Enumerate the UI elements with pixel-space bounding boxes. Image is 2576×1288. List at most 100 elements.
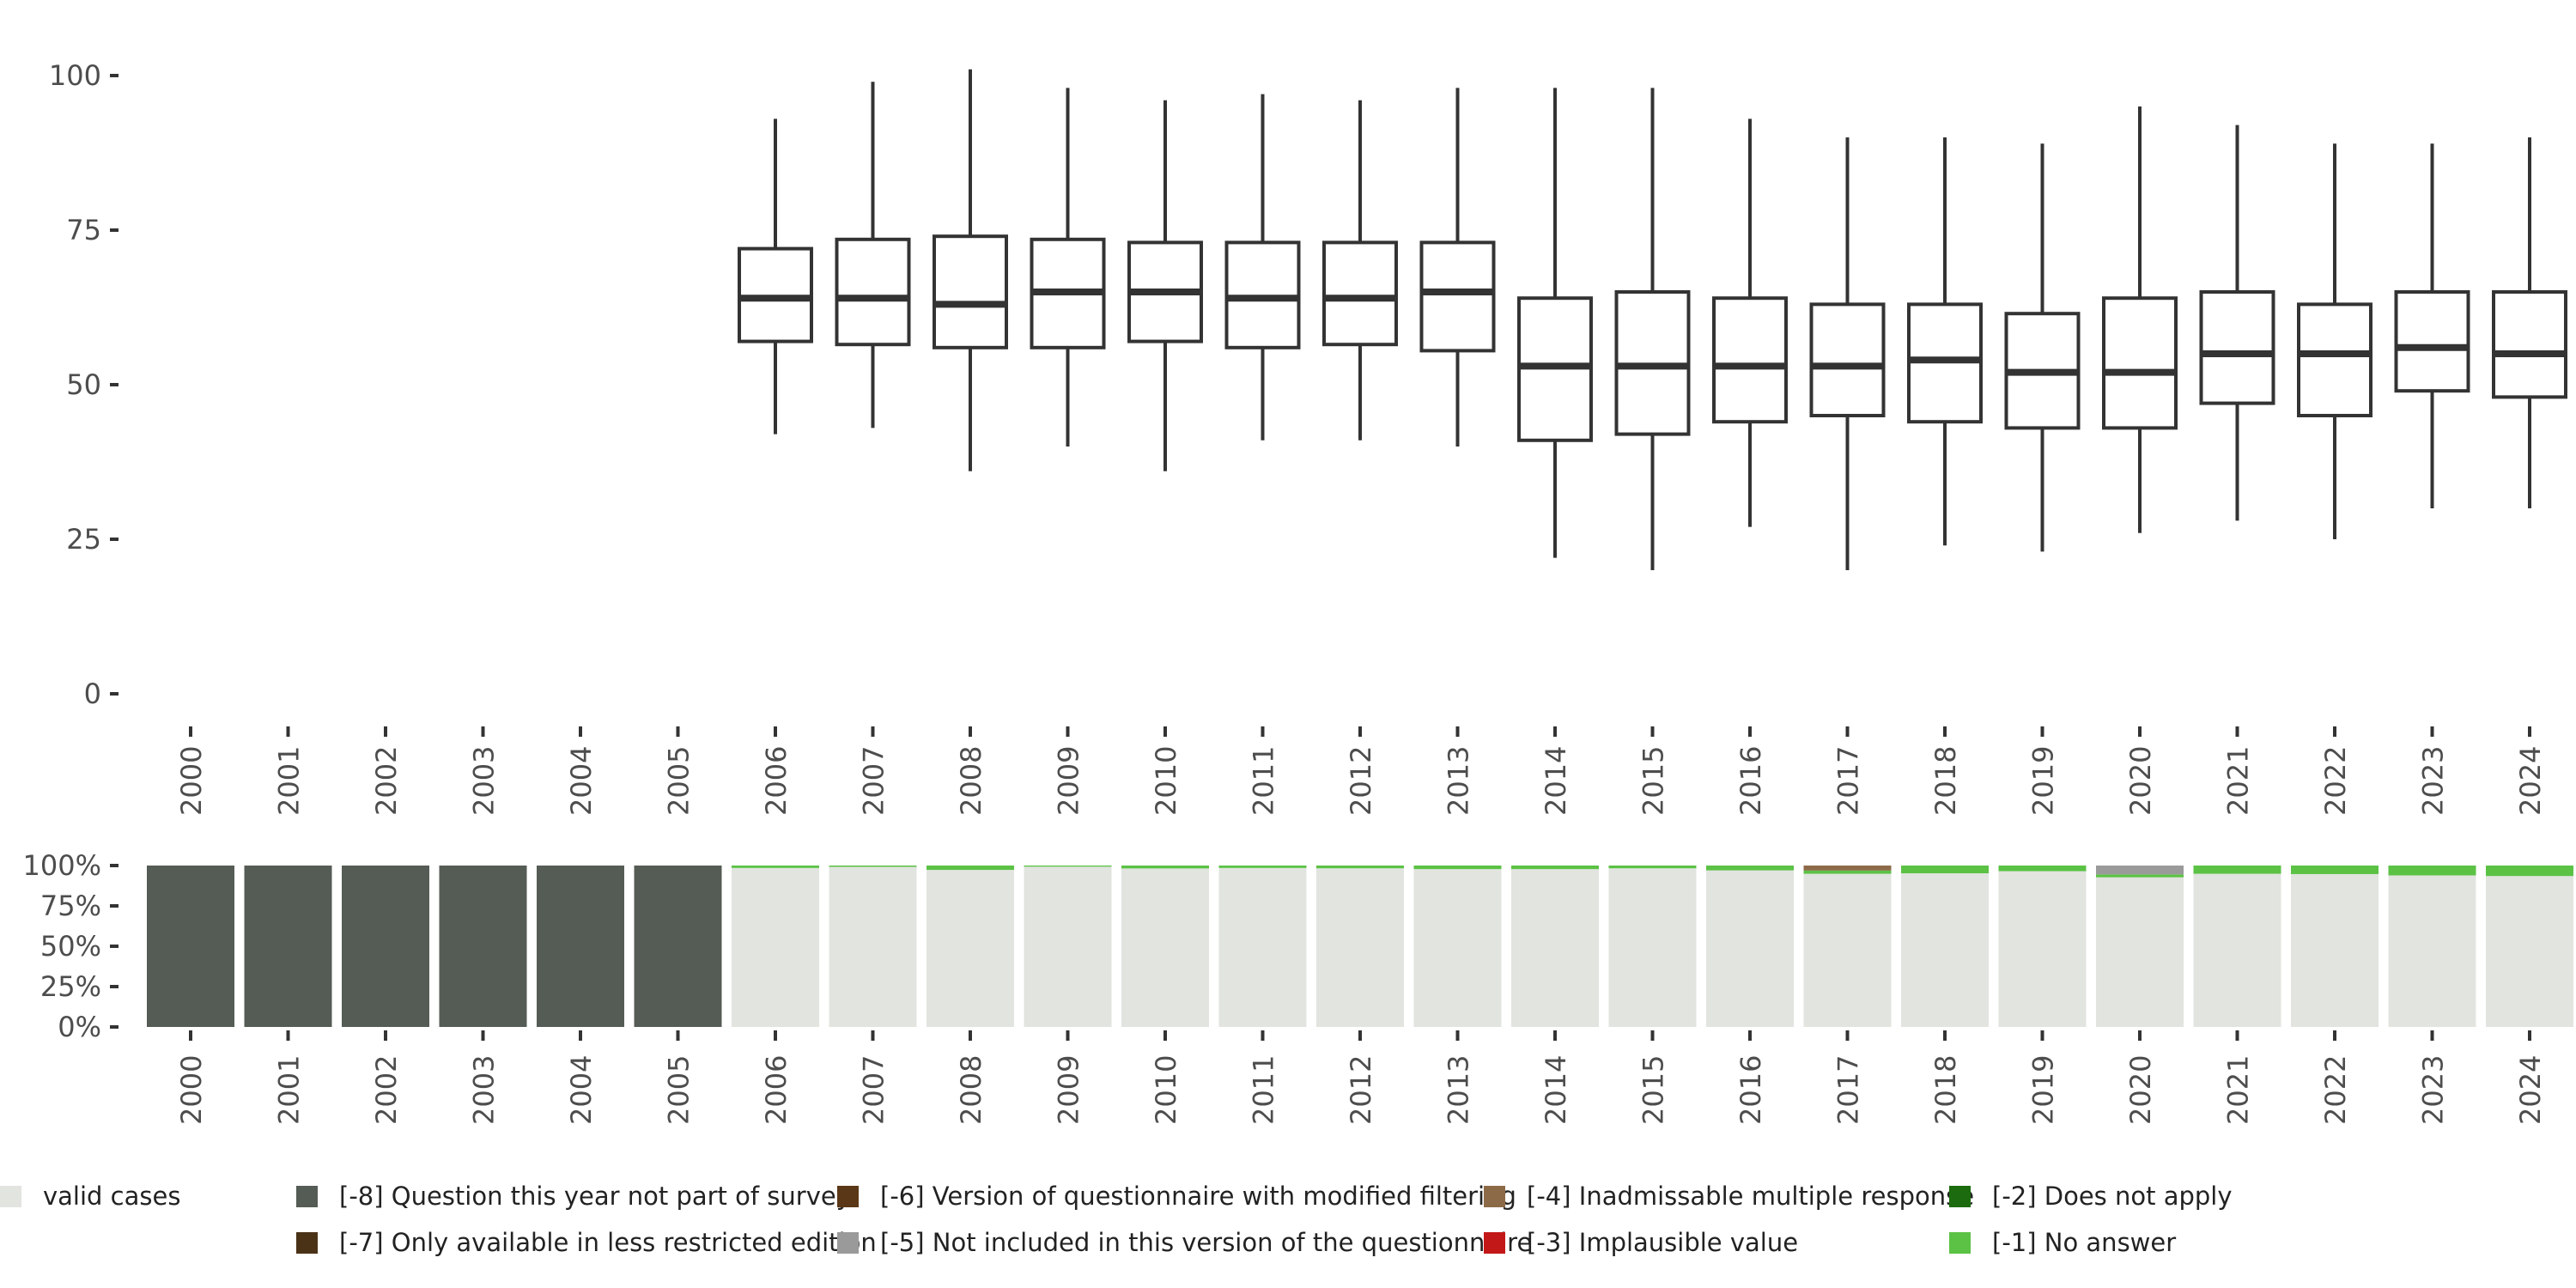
- iqr-box: [2492, 290, 2567, 399]
- legend-label: [-3] Implausible value: [1527, 1228, 1799, 1257]
- x-tick-label: 2014: [1540, 746, 1572, 816]
- bar-segment: [732, 867, 819, 1027]
- x-tick-label: 2019: [2027, 746, 2060, 816]
- x-tick-label: 2015: [1637, 1055, 1670, 1125]
- bar-segment: [1218, 867, 1307, 1027]
- legend-label: [-8] Question this year not part of surv…: [339, 1182, 851, 1211]
- legend-label: valid cases: [43, 1182, 181, 1211]
- legend-item: valid cases: [0, 1179, 180, 1213]
- bar-segment: [2096, 877, 2184, 1027]
- legend-item: [-3] Implausible value: [1484, 1225, 1798, 1260]
- bar-segment: [1998, 866, 2087, 872]
- bar-segment: [1901, 873, 1989, 1027]
- box-2021: [2199, 125, 2275, 521]
- y-tick-label: 100%: [23, 849, 101, 882]
- x-tick-label: 2010: [1150, 746, 1182, 816]
- x-tick-label: 2010: [1150, 1055, 1182, 1125]
- x-tick-label: 2009: [1053, 746, 1085, 816]
- x-tick-label: 2005: [663, 1055, 696, 1125]
- iqr-box: [1712, 296, 1788, 424]
- y-tick-label: 75%: [40, 890, 101, 922]
- x-tick-label: 2008: [955, 1055, 987, 1125]
- box-2024: [2492, 137, 2567, 508]
- bar-segment: [1706, 866, 1794, 871]
- bar-segment: [2291, 866, 2379, 874]
- x-tick-label: 2023: [2417, 1055, 2450, 1125]
- iqr-box: [1809, 302, 1886, 417]
- x-tick-label: 2017: [1832, 1055, 1865, 1125]
- iqr-box: [1322, 240, 1398, 347]
- x-tick-label: 2011: [1248, 746, 1280, 816]
- bar-segment: [1803, 866, 1892, 871]
- bar-segment: [537, 866, 624, 1027]
- bar-segment: [1316, 868, 1404, 1027]
- bar-segment: [1608, 868, 1697, 1027]
- legend-item: [-8] Question this year not part of surv…: [296, 1179, 851, 1213]
- x-tick-label: 2000: [175, 1055, 208, 1125]
- x-tick-label: 2001: [273, 746, 306, 816]
- legend-item: [-6] Version of questionnaire with modif…: [837, 1179, 1516, 1213]
- bar-segment: [2388, 875, 2476, 1027]
- x-tick-label: 2019: [2027, 1055, 2060, 1125]
- bar-segment: [2486, 876, 2573, 1027]
- x-tick-label: 2003: [468, 1055, 501, 1125]
- bar-segment: [1998, 871, 2087, 1027]
- legend-label: [-7] Only available in less restricted e…: [339, 1228, 877, 1257]
- iqr-box: [835, 237, 911, 347]
- bar-segment: [147, 866, 234, 1027]
- x-tick-label: 2006: [760, 746, 793, 816]
- legend-swatch: [1949, 1231, 1971, 1254]
- x-tick-label: 2012: [1345, 746, 1377, 816]
- box-2009: [1030, 88, 1106, 447]
- x-tick-label: 2013: [1443, 746, 1475, 816]
- iqr-box: [2394, 290, 2470, 393]
- legend-item: [-5] Not included in this version of the…: [837, 1225, 1532, 1260]
- bar-segment: [2193, 866, 2281, 874]
- box-2015: [1614, 88, 1691, 570]
- y-tick-label: 50%: [40, 930, 101, 963]
- bar-segment: [2096, 874, 2184, 878]
- legend-swatch: [837, 1185, 859, 1207]
- bar-segment: [1511, 869, 1599, 1027]
- x-tick-label: 2006: [760, 1055, 793, 1125]
- x-tick-label: 2005: [663, 746, 696, 816]
- x-tick-label: 2018: [1929, 1055, 1962, 1125]
- x-tick-label: 2007: [858, 1055, 890, 1125]
- bar-segment: [2193, 873, 2281, 1027]
- box-2018: [1907, 137, 1983, 546]
- x-tick-label: 2012: [1345, 1055, 1377, 1125]
- box-2016: [1712, 118, 1788, 527]
- x-tick-label: 2021: [2222, 1055, 2255, 1125]
- box-2011: [1224, 94, 1301, 440]
- x-tick-label: 2024: [2514, 1055, 2547, 1125]
- y-tick-label: 0%: [58, 1011, 101, 1043]
- bar-segment: [2388, 866, 2476, 876]
- bar-segment: [1511, 866, 1599, 870]
- box-2010: [1127, 100, 1203, 471]
- x-tick-label: 2021: [2222, 746, 2255, 816]
- bar-segment: [1803, 870, 1892, 874]
- bar-segment: [829, 866, 917, 1027]
- x-tick-label: 2017: [1832, 746, 1865, 816]
- box-2013: [1419, 88, 1496, 447]
- x-tick-label: 2001: [273, 1055, 306, 1125]
- legend-item: [-1] No answer: [1949, 1225, 2176, 1260]
- x-tick-label: 2002: [370, 746, 403, 816]
- x-tick-label: 2004: [565, 1055, 598, 1125]
- x-tick-label: 2018: [1929, 746, 1962, 816]
- legend-swatch: [296, 1185, 318, 1207]
- x-tick-label: 2024: [2514, 746, 2547, 816]
- box-2012: [1322, 100, 1398, 440]
- x-tick-label: 2020: [2124, 746, 2157, 816]
- bar-segment: [1024, 866, 1112, 1027]
- boxplot-panel: 0 25 50 75 100 2000 2001 2002 2003 2004 2005 2006 20…: [49, 59, 2567, 816]
- legend-swatch: [837, 1231, 859, 1254]
- y-tick-label: 75: [66, 214, 101, 246]
- bar-segment: [927, 870, 1014, 1027]
- legend-label: [-6] Version of questionnaire with modif…: [880, 1182, 1516, 1211]
- bar-segment: [1608, 866, 1697, 869]
- bar-segment: [1706, 870, 1794, 1027]
- legend-label: [-5] Not included in this version of the…: [880, 1228, 1533, 1257]
- bar-segment: [927, 866, 1014, 871]
- bar-segment: [1121, 868, 1209, 1027]
